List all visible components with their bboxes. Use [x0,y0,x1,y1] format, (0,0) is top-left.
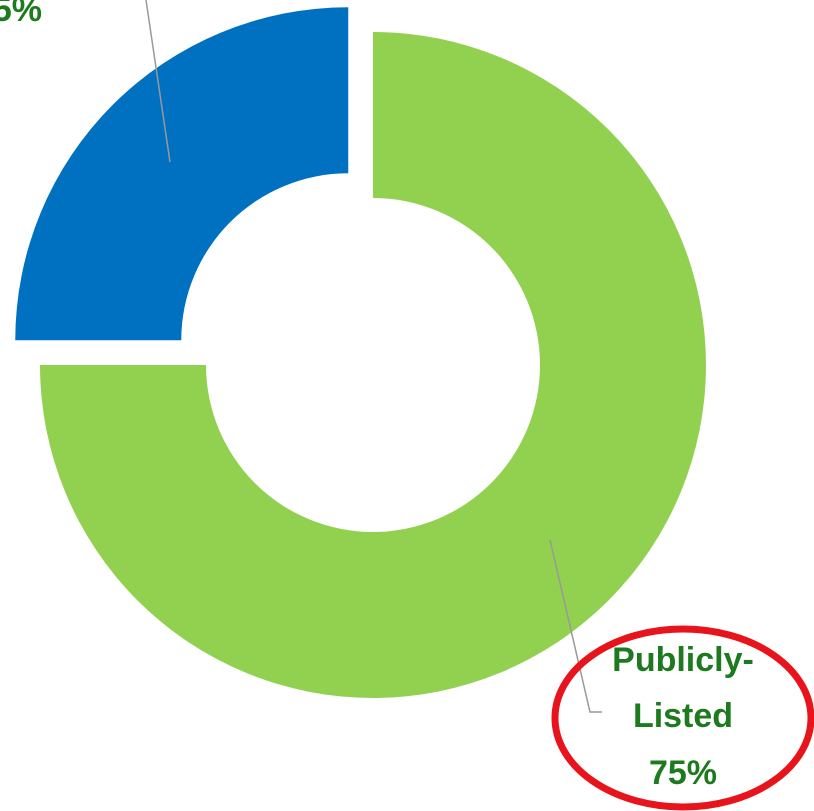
leader-line [549,539,602,713]
highlight-circle [551,625,814,811]
slice-label: Publicly-Listed [612,641,754,735]
leader-line [145,0,171,163]
value-label: 75% [649,754,717,792]
value-label: 25% [0,0,42,29]
slices [15,7,706,698]
donut-slice [15,7,349,341]
donut-slice [40,32,706,698]
